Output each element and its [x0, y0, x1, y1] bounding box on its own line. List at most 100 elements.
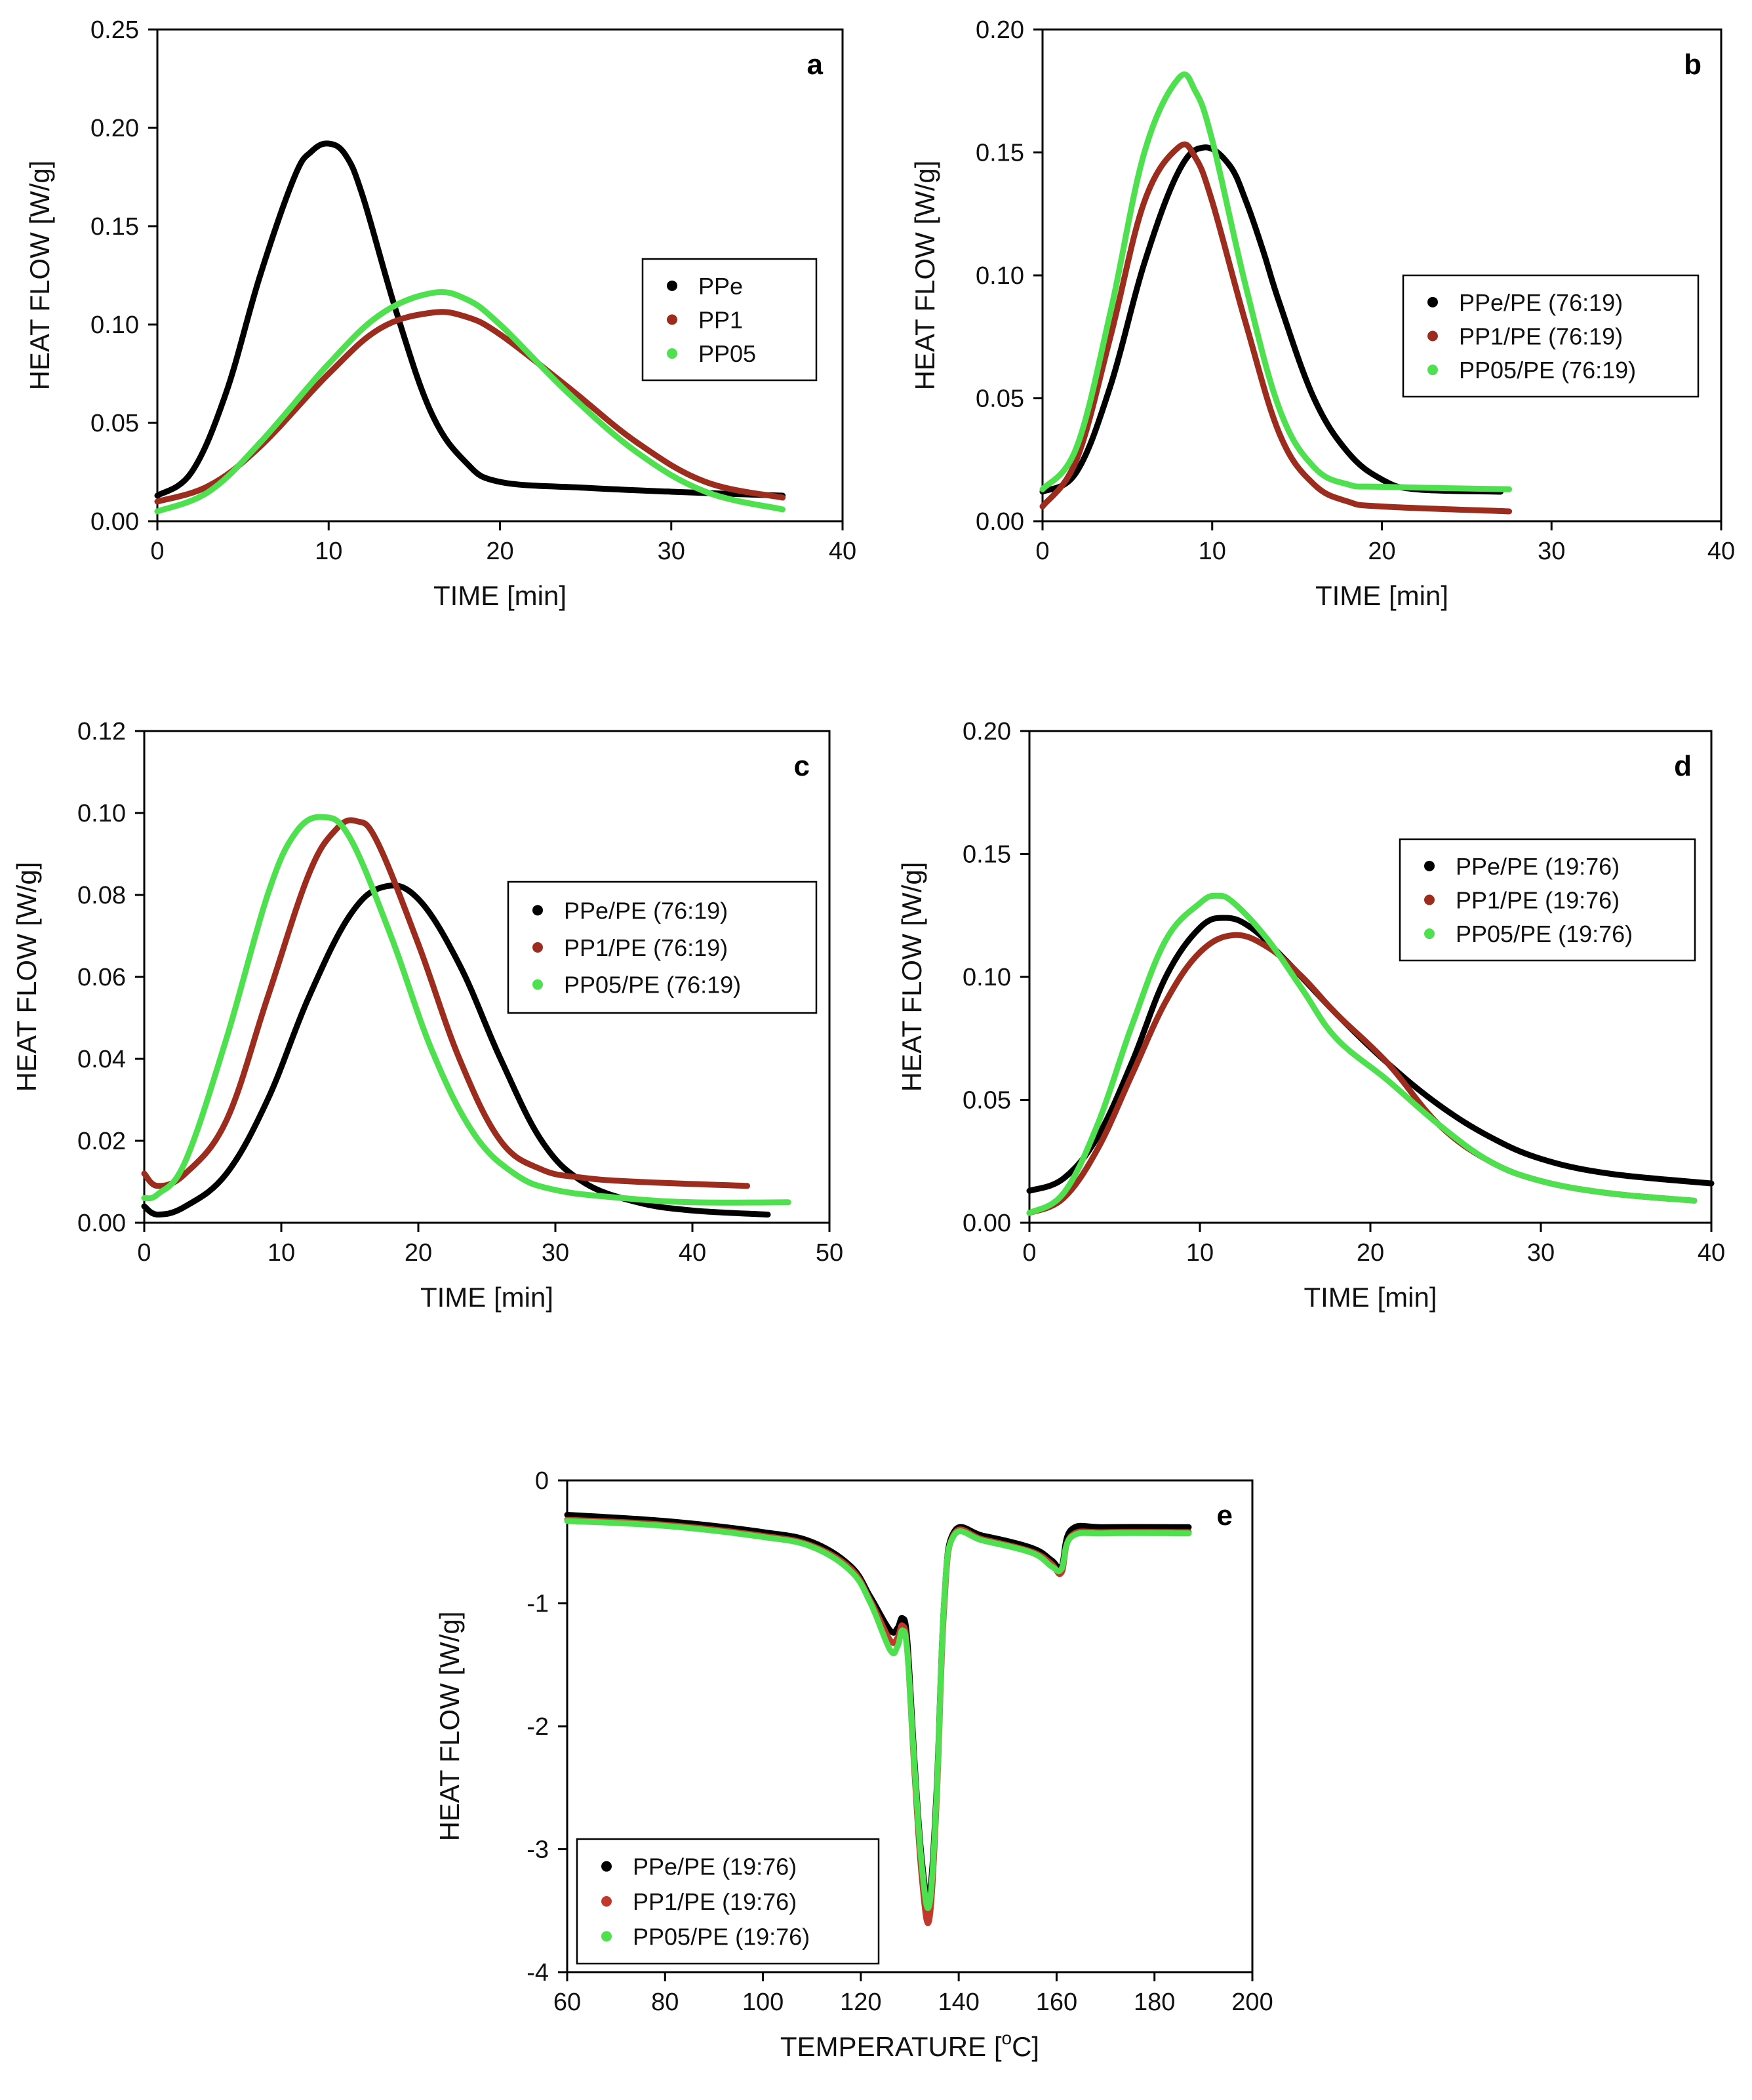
y-tick-label: 0.10 — [90, 311, 139, 339]
series-line — [141, 817, 751, 1189]
y-tick-label: -3 — [527, 1836, 549, 1864]
x-tick-label: 120 — [840, 1989, 881, 2016]
legend-marker — [532, 905, 543, 916]
y-tick-label: 0.05 — [976, 386, 1024, 413]
panel-letter: a — [807, 49, 824, 81]
legend-box — [576, 1838, 880, 1965]
y-tick-label: 0.02 — [77, 1128, 126, 1155]
panel-letter: b — [1684, 49, 1702, 81]
x-tick-label: 60 — [553, 1989, 581, 2016]
plot-frame — [1028, 730, 1713, 1224]
x-axis-title: TEMPERATURE [oC] — [780, 2028, 1039, 2062]
legend-label: PP1/PE (76:19) — [1459, 323, 1623, 350]
legend-label: PP05/PE (76:19) — [1459, 357, 1636, 384]
panel-e: 60 80 100 120 140 160 180 200 -4 -3 -2 -1 0 TEMPERATU… — [434, 1467, 1273, 2062]
x-tick-label: 30 — [658, 538, 685, 565]
legend-marker — [1424, 860, 1435, 871]
legend-marker — [1424, 928, 1435, 940]
y-tick-label: -4 — [527, 1959, 549, 1987]
y-tick-label: 0.20 — [976, 16, 1024, 44]
legend-marker — [1427, 330, 1438, 342]
x-tick-label: 200 — [1231, 1989, 1273, 2016]
legend-box — [507, 881, 818, 1014]
legend-label: PP1 — [698, 307, 743, 334]
series-line — [1039, 71, 1513, 492]
y-tick-label: 0.20 — [963, 718, 1011, 745]
y-tick-label: 0 — [535, 1467, 549, 1495]
x-tick-label: 50 — [816, 1239, 843, 1267]
x-tick-label: 80 — [651, 1989, 679, 2016]
series-line — [1039, 141, 1513, 515]
panel-letter: c — [794, 750, 810, 782]
panel-c: 0 10 20 30 40 50 0.00 0.02 0.04 0.06 0.08 0.10 0.12 T… — [11, 718, 843, 1313]
legend-marker — [1427, 296, 1438, 307]
y-tick-label: 0.20 — [90, 115, 139, 142]
x-tick-label: 10 — [1186, 1239, 1214, 1267]
panel-letter: d — [1674, 750, 1692, 782]
y-tick-label: 0.00 — [963, 1210, 1011, 1237]
x-tick-label: 30 — [1538, 538, 1565, 565]
x-tick-label: 40 — [679, 1239, 706, 1267]
x-tick-label: 20 — [1357, 1239, 1384, 1267]
x-axis-title: TIME [min] — [433, 580, 567, 611]
legend-marker — [601, 1931, 612, 1942]
panel-b: 0 10 20 30 40 0.00 0.05 0.10 0.15 0.20 TIME [min] H… — [909, 16, 1735, 611]
x-tick-label: 0 — [137, 1239, 151, 1267]
x-tick-label: 20 — [486, 538, 513, 565]
y-tick-label: 0.10 — [963, 964, 1011, 991]
y-tick-label: 0.00 — [976, 508, 1024, 536]
x-tick-label: 40 — [1707, 538, 1735, 565]
x-tick-label: 100 — [742, 1989, 784, 2016]
series-line — [154, 288, 786, 515]
x-axis-title: TIME [min] — [1315, 580, 1448, 611]
legend-label: PP05/PE (76:19) — [564, 972, 741, 999]
series-line — [1026, 892, 1698, 1216]
series-line — [154, 140, 786, 499]
legend-marker — [601, 1861, 612, 1872]
y-tick-label: 0.08 — [77, 882, 126, 909]
legend-label: PPe/PE (76:19) — [564, 897, 728, 924]
x-tick-label: 20 — [1368, 538, 1395, 565]
x-tick-label: 40 — [829, 538, 856, 565]
legend-box — [1402, 274, 1700, 398]
panel-letter: e — [1217, 1499, 1233, 1532]
legend-marker — [667, 280, 677, 291]
y-tick-label: 0.10 — [77, 800, 126, 827]
y-axis-title: HEAT FLOW [W/g] — [909, 161, 940, 391]
y-axis-title: HEAT FLOW [W/g] — [434, 1612, 465, 1842]
y-tick-label: 0.00 — [77, 1210, 126, 1237]
legend-marker — [532, 942, 543, 953]
legend-box — [1399, 838, 1696, 962]
x-tick-label: 140 — [938, 1989, 979, 2016]
x-tick-label: 0 — [1022, 1239, 1036, 1267]
legend: PPe/PE (19:76) PP1/PE (19:76) PP05/PE (19:… — [1399, 838, 1696, 962]
y-tick-label: 0.15 — [963, 841, 1011, 869]
x-axis-title: TIME [min] — [420, 1282, 553, 1313]
panel-d: 0 10 20 30 40 0.00 0.05 0.10 0.15 0.20 TIME [min] H… — [896, 718, 1725, 1313]
legend-marker — [667, 348, 677, 359]
y-axis-title: HEAT FLOW [W/g] — [24, 161, 55, 391]
y-tick-label: 0.25 — [90, 16, 139, 44]
series-line — [564, 1518, 1192, 1911]
y-tick-label: 0.05 — [963, 1087, 1011, 1115]
legend-label: PPe/PE (76:19) — [1459, 289, 1623, 316]
x-tick-label: 40 — [1698, 1239, 1725, 1267]
x-tick-label: 0 — [150, 538, 164, 565]
legend-label: PP1/PE (76:19) — [564, 934, 728, 961]
x-tick-label: 10 — [1199, 538, 1226, 565]
y-tick-label: 0.15 — [90, 213, 139, 241]
legend-label: PP05/PE (19:76) — [1456, 921, 1633, 947]
legend-label: PP1/PE (19:76) — [633, 1888, 797, 1915]
y-tick-label: 0.00 — [90, 508, 139, 536]
legend-label: PPe — [698, 273, 743, 300]
legend: PPe/PE (76:19) PP1/PE (76:19) PP05/PE (76:… — [507, 881, 818, 1014]
panel-a: 0 10 20 30 40 0.00 0.05 0.10 0.15 0.20 0.25 TIME [m… — [24, 16, 856, 611]
y-tick-label: 0.10 — [976, 262, 1024, 290]
x-tick-label: 20 — [405, 1239, 432, 1267]
x-tick-label: 180 — [1134, 1989, 1175, 2016]
x-tick-label: 30 — [542, 1239, 569, 1267]
legend-marker — [532, 979, 543, 990]
x-tick-label: 30 — [1527, 1239, 1555, 1267]
x-tick-label: 160 — [1036, 1989, 1077, 2016]
